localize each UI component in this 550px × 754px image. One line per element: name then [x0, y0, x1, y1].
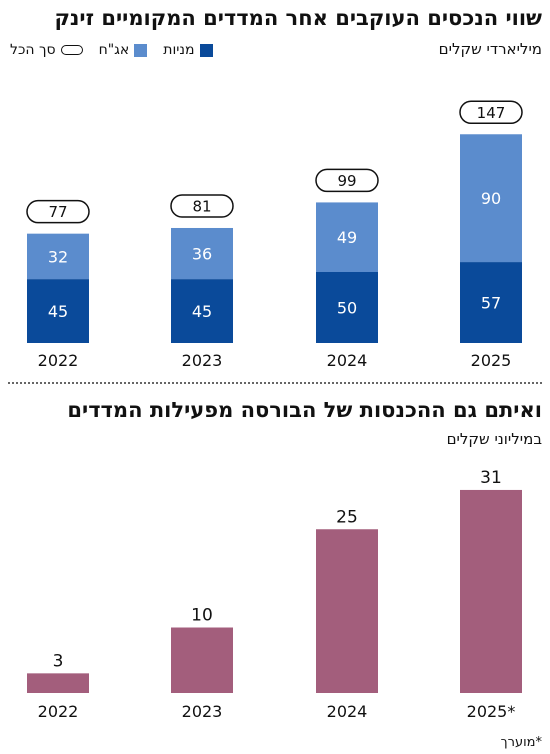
label-stocks-2024: 50 — [337, 299, 357, 318]
x-tick-2023: 2023 — [182, 351, 223, 370]
x-tick-2022: 2022 — [38, 351, 79, 370]
bar-stocks-2022 — [27, 279, 89, 343]
label-stocks-2023: 45 — [192, 302, 212, 321]
legend-label-total: סך הכל — [10, 42, 56, 58]
total-pill-2025 — [459, 100, 523, 125]
x-tick-2025*: 2025* — [467, 702, 516, 721]
chart1-legend: מניות אג"ח סך הכל — [10, 42, 213, 58]
bar-stocks-2025 — [460, 262, 522, 343]
legend-item-total: סך הכל — [10, 42, 83, 58]
bar-revenue-2022 — [27, 673, 89, 693]
legend-item-stocks: מניות — [163, 42, 213, 58]
x-tick-2025: 2025 — [471, 351, 512, 370]
legend-swatch-stocks — [199, 43, 213, 57]
bar-bonds-2025 — [460, 134, 522, 263]
x-tick-2023: 2023 — [182, 702, 223, 721]
bar-bonds-2023 — [171, 227, 233, 280]
value-label-2023: 10 — [191, 606, 213, 626]
x-tick-2024: 2024 — [327, 351, 368, 370]
legend-swatch-bonds — [134, 43, 148, 57]
label-bonds-2024: 49 — [337, 228, 357, 247]
bar-bonds-2022 — [27, 233, 89, 280]
total-label-2022: 77 — [48, 203, 67, 221]
total-label-2025: 147 — [477, 104, 506, 122]
footnote: *מוערך — [500, 735, 542, 750]
value-label-2025*: 31 — [480, 468, 502, 488]
value-label-2022: 3 — [53, 651, 64, 671]
label-stocks-2025: 57 — [481, 294, 501, 313]
chart2-unit-label: במיליוני שקלים — [446, 430, 542, 448]
total-label-2023: 81 — [192, 197, 211, 215]
total-label-2024: 99 — [337, 172, 356, 190]
legend-swatch-total — [60, 45, 83, 55]
value-label-2024: 25 — [336, 507, 358, 527]
legend-item-bonds: אג"ח — [99, 42, 148, 58]
x-tick-2022: 2022 — [38, 702, 79, 721]
legend-label-bonds: אג"ח — [98, 42, 130, 58]
bar-revenue-2025* — [460, 489, 522, 693]
total-pill-2023 — [170, 194, 234, 218]
chart1-unit-label: מיליארדי שקלים — [438, 40, 542, 58]
label-bonds-2022: 32 — [48, 247, 68, 266]
label-bonds-2025: 90 — [481, 189, 501, 208]
label-bonds-2023: 36 — [192, 245, 212, 264]
x-tick-2024: 2024 — [327, 702, 368, 721]
section-divider — [8, 382, 542, 384]
bar-revenue-2023 — [171, 627, 233, 693]
total-pill-2024 — [315, 168, 379, 193]
bar-revenue-2024 — [316, 529, 378, 693]
chart1-title: שווי הנכסים העוקבים אחר המדדים המקומיים … — [54, 6, 542, 30]
bar-stocks-2023 — [171, 279, 233, 343]
bar-bonds-2024 — [316, 202, 378, 272]
total-pill-2022 — [26, 199, 90, 224]
legend-label-stocks: מניות — [163, 42, 195, 58]
label-stocks-2022: 45 — [48, 302, 68, 321]
chart2-title: ואיתם גם ההכנסות של הבורסה מפעילות המדדי… — [67, 398, 542, 422]
chart2-plot: 3 2022 10 2023 25 2024 31 2025* — [27, 468, 522, 721]
chart1-plot: 45 32 77 2022 45 36 81 2023 50 49 99 2024 57 90 147 202… — [26, 100, 523, 370]
bar-stocks-2024 — [316, 272, 378, 343]
